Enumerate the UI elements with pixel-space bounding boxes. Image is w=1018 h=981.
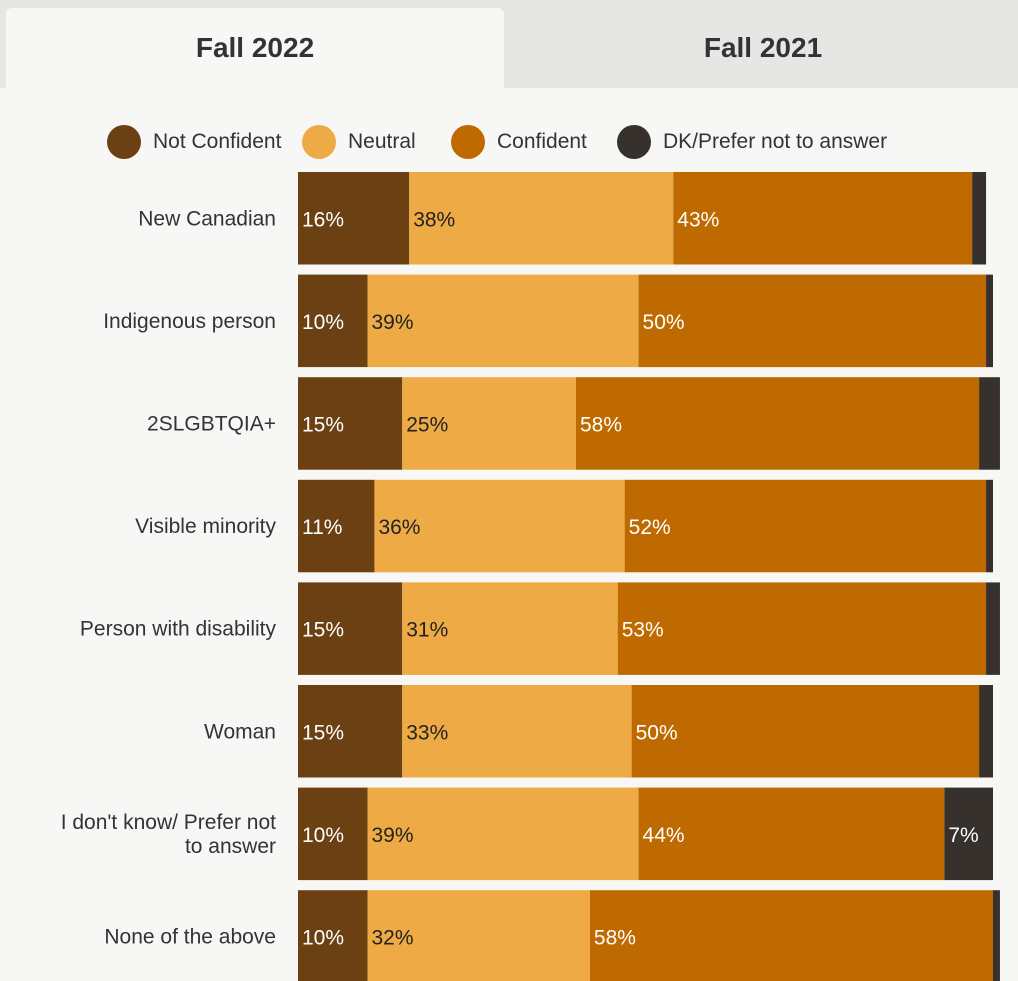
category-label-indigenous-person: Indigenous person	[103, 310, 276, 333]
bar-confident-visible-minority[interactable]	[624, 479, 987, 573]
bar-neutral-2slgbtqia[interactable]	[402, 377, 576, 470]
bar-dk-prefer-not-to-answer-person-with-disability[interactable]	[986, 582, 1000, 675]
bar-confident-2slgbtqia[interactable]	[576, 377, 980, 470]
data-label-confident-new-canadian: 43%	[677, 208, 719, 231]
bar-neutral-visible-minority[interactable]	[374, 479, 625, 573]
bar-dk-prefer-not-to-answer-new-canadian[interactable]	[972, 172, 987, 265]
bar-dk-prefer-not-to-answer-none-of-the-above[interactable]	[993, 890, 1000, 981]
data-label-confident-visible-minority: 52%	[629, 516, 671, 539]
data-label-not-confident-i-don-t-know-prefer-not-to-answer: 10%	[302, 824, 344, 847]
bar-confident-new-canadian[interactable]	[673, 172, 973, 265]
bar-not-confident-person-with-disability[interactable]	[298, 582, 403, 675]
category-label-visible-minority: Visible minority	[135, 515, 276, 538]
data-label-neutral-new-canadian: 38%	[413, 208, 455, 231]
bar-neutral-person-with-disability[interactable]	[402, 582, 618, 675]
data-label-confident-indigenous-person: 50%	[643, 311, 685, 334]
data-label-neutral-woman: 33%	[406, 721, 448, 744]
bar-neutral-indigenous-person[interactable]	[367, 274, 639, 368]
tab-fall-2021[interactable]: Fall 2021	[703, 32, 823, 63]
chart-legend: Not Confident Neutral Confident DK/Prefe…	[0, 125, 1018, 159]
data-label-not-confident-visible-minority: 11%	[302, 516, 342, 539]
bar-dk-prefer-not-to-answer-woman[interactable]	[979, 685, 993, 778]
bar-confident-indigenous-person[interactable]	[638, 274, 987, 368]
legend-swatch-not-confident	[107, 125, 141, 159]
data-label-neutral-2slgbtqia: 25%	[406, 413, 448, 436]
data-label-not-confident-indigenous-person: 10%	[302, 311, 344, 334]
category-label-2slgbtqia: 2SLGBTQIA+	[147, 412, 276, 435]
data-label-neutral-visible-minority: 36%	[378, 516, 420, 539]
data-label-neutral-none-of-the-above: 32%	[372, 926, 414, 949]
category-label-woman: Woman	[204, 720, 276, 743]
legend-item-neutral[interactable]: Neutral	[302, 125, 416, 159]
legend-label-not-confident: Not Confident	[153, 130, 282, 153]
bar-dk-prefer-not-to-answer-2slgbtqia[interactable]	[979, 377, 1000, 470]
category-label-person-with-disability: Person with disability	[80, 618, 277, 641]
data-label-not-confident-woman: 15%	[302, 721, 344, 744]
bar-neutral-none-of-the-above[interactable]	[367, 890, 590, 981]
bar-not-confident-new-canadian[interactable]	[298, 172, 410, 265]
tab-bar: Fall 2022 Fall 2021	[0, 0, 1018, 88]
data-label-neutral-i-don-t-know-prefer-not-to-answer: 39%	[372, 824, 414, 847]
bar-dk-prefer-not-to-answer-i-don-t-know-prefer-not-to-answer[interactable]	[944, 787, 993, 881]
bar-not-confident-none-of-the-above[interactable]	[298, 890, 368, 981]
legend-item-dk[interactable]: DK/Prefer not to answer	[617, 125, 887, 159]
data-label-confident-2slgbtqia: 58%	[580, 413, 622, 436]
data-label-neutral-indigenous-person: 39%	[372, 311, 414, 334]
bar-dk-prefer-not-to-answer-indigenous-person[interactable]	[986, 274, 993, 368]
bar-not-confident-woman[interactable]	[298, 685, 403, 778]
bar-not-confident-i-don-t-know-prefer-not-to-answer[interactable]	[298, 787, 368, 881]
category-label-i-don-t-know-prefer-not-to-answer: I don't know/ Prefer not to answer	[61, 811, 276, 858]
bar-not-confident-indigenous-person[interactable]	[298, 274, 368, 368]
data-label-not-confident-none-of-the-above: 10%	[302, 926, 344, 949]
bar-confident-i-don-t-know-prefer-not-to-answer[interactable]	[638, 787, 945, 881]
legend-label-neutral: Neutral	[348, 130, 416, 153]
bar-confident-person-with-disability[interactable]	[617, 582, 987, 675]
legend-swatch-neutral	[302, 125, 336, 159]
data-label-confident-i-don-t-know-prefer-not-to-answer: 44%	[643, 824, 685, 847]
legend-swatch-confident	[451, 125, 485, 159]
bar-not-confident-visible-minority[interactable]	[298, 479, 375, 573]
legend-item-not-confident[interactable]: Not Confident	[107, 125, 281, 159]
bar-neutral-new-canadian[interactable]	[409, 172, 674, 265]
data-label-confident-person-with-disability: 53%	[622, 619, 664, 642]
legend-label-dk: DK/Prefer not to answer	[663, 130, 888, 153]
category-label-none-of-the-above: None of the above	[104, 925, 276, 948]
data-label-neutral-person-with-disability: 31%	[406, 619, 448, 642]
bar-dk-prefer-not-to-answer-visible-minority[interactable]	[986, 479, 993, 573]
bar-neutral-woman[interactable]	[402, 685, 632, 778]
category-label-new-canadian: New Canadian	[138, 207, 276, 230]
data-label-confident-none-of-the-above: 58%	[594, 926, 636, 949]
legend-label-confident: Confident	[497, 130, 587, 153]
legend-item-confident[interactable]: Confident	[451, 125, 587, 159]
data-label-dk-prefer-not-to-answer-i-don-t-know-prefer-not-to-answer: 7%	[948, 824, 978, 847]
bar-not-confident-2slgbtqia[interactable]	[298, 377, 403, 470]
data-label-not-confident-person-with-disability: 15%	[302, 619, 344, 642]
legend-swatch-dk	[617, 125, 651, 159]
data-label-confident-woman: 50%	[636, 721, 678, 744]
data-label-not-confident-new-canadian: 16%	[302, 208, 344, 231]
data-label-not-confident-2slgbtqia: 15%	[302, 413, 344, 436]
bar-confident-none-of-the-above[interactable]	[589, 890, 993, 981]
bar-neutral-i-don-t-know-prefer-not-to-answer[interactable]	[367, 787, 639, 881]
bar-confident-woman[interactable]	[631, 685, 980, 778]
tab-fall-2022[interactable]: Fall 2022	[6, 8, 504, 88]
